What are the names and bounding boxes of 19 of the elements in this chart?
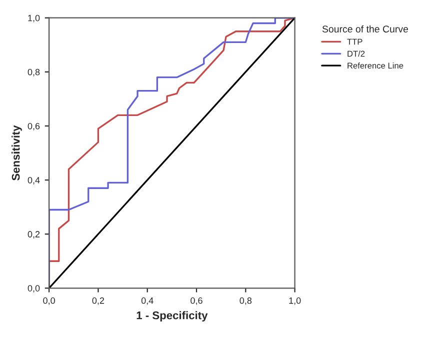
y-tick-label: 0,2 bbox=[28, 231, 40, 239]
y-axis-title: Sensitivity bbox=[12, 125, 22, 180]
y-tick-label: 0,4 bbox=[28, 176, 40, 184]
line-series bbox=[49, 18, 295, 288]
legend-label: TTP bbox=[347, 38, 362, 45]
y-tick-label: 1,0 bbox=[28, 14, 40, 22]
x-tick-label: 1,0 bbox=[289, 297, 301, 305]
legend-label: Reference Line bbox=[348, 62, 404, 69]
x-axis-title: 1 - Specificity bbox=[136, 311, 208, 322]
y-tick-label: 0,6 bbox=[28, 122, 40, 130]
x-tick-label: 0,8 bbox=[240, 297, 252, 305]
y-tick-label: 0,0 bbox=[28, 285, 40, 293]
y-tick-label: 0,8 bbox=[28, 68, 40, 76]
legend-label: DT/2 bbox=[348, 50, 365, 57]
x-tick-label: 0,2 bbox=[92, 297, 104, 305]
x-tick-label: 0,0 bbox=[43, 297, 55, 305]
legend-title: Source of the Curve bbox=[322, 25, 408, 32]
x-tick-label: 0,6 bbox=[190, 297, 202, 305]
x-tick-label: 0,4 bbox=[141, 297, 154, 305]
